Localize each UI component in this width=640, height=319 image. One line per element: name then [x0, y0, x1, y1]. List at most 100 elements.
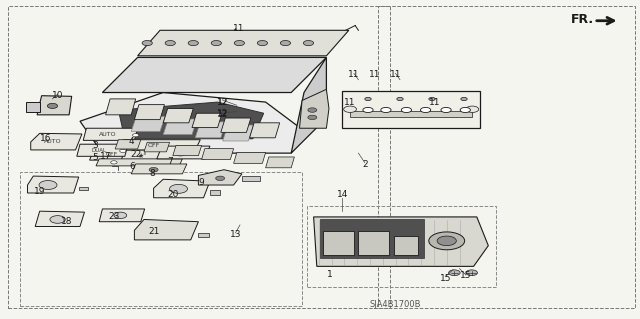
Circle shape [437, 236, 456, 246]
Circle shape [308, 108, 317, 112]
Bar [323, 231, 354, 255]
Circle shape [149, 167, 158, 172]
Text: 5: 5 [92, 153, 97, 162]
Bar [198, 233, 209, 237]
Text: 13: 13 [230, 230, 241, 239]
Text: 11: 11 [233, 24, 244, 33]
Polygon shape [144, 142, 170, 152]
Text: 8: 8 [150, 169, 155, 178]
Text: 11: 11 [429, 98, 441, 107]
Polygon shape [120, 150, 170, 163]
Text: 23: 23 [108, 212, 120, 221]
Circle shape [461, 97, 467, 100]
Polygon shape [37, 96, 72, 115]
Text: 20: 20 [167, 190, 179, 199]
Text: 10: 10 [52, 91, 63, 100]
Circle shape [401, 108, 412, 113]
Polygon shape [118, 140, 200, 150]
Polygon shape [300, 89, 329, 128]
Text: 12: 12 [217, 109, 228, 118]
Text: OFF: OFF [147, 143, 160, 148]
Polygon shape [173, 145, 202, 156]
Bar [210, 190, 220, 195]
Circle shape [303, 41, 314, 46]
Bar [20, 172, 302, 306]
Circle shape [466, 106, 479, 113]
Text: 16: 16 [40, 134, 52, 143]
Circle shape [114, 212, 127, 219]
Polygon shape [198, 170, 242, 185]
Polygon shape [77, 144, 128, 156]
Circle shape [460, 108, 470, 113]
Polygon shape [83, 128, 138, 140]
Circle shape [257, 41, 268, 46]
Bar [378, 6, 635, 308]
Circle shape [429, 232, 465, 250]
Bar [8, 6, 390, 308]
Circle shape [449, 270, 460, 276]
Bar [320, 219, 424, 258]
Polygon shape [134, 105, 164, 120]
Polygon shape [266, 157, 294, 168]
Circle shape [308, 115, 317, 120]
Polygon shape [102, 57, 326, 93]
Circle shape [466, 270, 477, 276]
Bar [307, 206, 496, 287]
Circle shape [397, 97, 403, 100]
Polygon shape [90, 147, 140, 160]
Text: 12: 12 [217, 110, 228, 119]
Text: 17: 17 [100, 152, 111, 161]
Text: 14: 14 [337, 190, 348, 199]
Polygon shape [157, 146, 210, 159]
Polygon shape [115, 140, 141, 149]
Circle shape [170, 184, 188, 193]
Text: 7: 7 [167, 157, 172, 166]
Polygon shape [134, 219, 198, 240]
Circle shape [234, 41, 244, 46]
Text: 3: 3 [92, 141, 97, 150]
Polygon shape [138, 30, 349, 56]
Bar [358, 231, 389, 255]
Text: 1: 1 [327, 270, 332, 279]
Polygon shape [131, 116, 165, 131]
Text: 11: 11 [369, 70, 381, 79]
Circle shape [211, 41, 221, 46]
Text: 2: 2 [362, 160, 367, 169]
Circle shape [39, 181, 57, 189]
Text: 6: 6 [130, 162, 135, 171]
Circle shape [363, 108, 373, 113]
Polygon shape [192, 113, 222, 128]
Circle shape [120, 149, 126, 152]
Text: SJA4B1700B: SJA4B1700B [370, 300, 421, 309]
Bar [242, 176, 260, 181]
Circle shape [344, 106, 356, 113]
Circle shape [429, 97, 435, 100]
Circle shape [280, 41, 291, 46]
Text: AUTO: AUTO [44, 139, 61, 145]
Text: FR.: FR. [571, 13, 594, 26]
Circle shape [142, 41, 152, 46]
Text: OFF: OFF [106, 152, 118, 157]
Text: 18: 18 [61, 217, 72, 226]
Text: ★°: ★° [137, 153, 147, 159]
Circle shape [111, 161, 117, 164]
Circle shape [365, 97, 371, 100]
Polygon shape [223, 125, 253, 141]
Polygon shape [234, 152, 266, 163]
Circle shape [381, 108, 391, 113]
Polygon shape [195, 122, 226, 138]
Text: 12: 12 [217, 98, 228, 107]
Circle shape [420, 108, 431, 113]
Polygon shape [118, 102, 264, 139]
Polygon shape [106, 99, 136, 115]
Bar [82, 144, 93, 147]
Circle shape [188, 41, 198, 46]
Circle shape [165, 41, 175, 46]
Text: 11: 11 [390, 70, 401, 79]
Text: 15: 15 [440, 274, 451, 283]
Bar [394, 236, 418, 255]
Text: 15: 15 [460, 271, 472, 280]
Text: 12: 12 [217, 98, 228, 107]
Bar [350, 111, 472, 117]
Text: DUAL: DUAL [92, 148, 107, 153]
